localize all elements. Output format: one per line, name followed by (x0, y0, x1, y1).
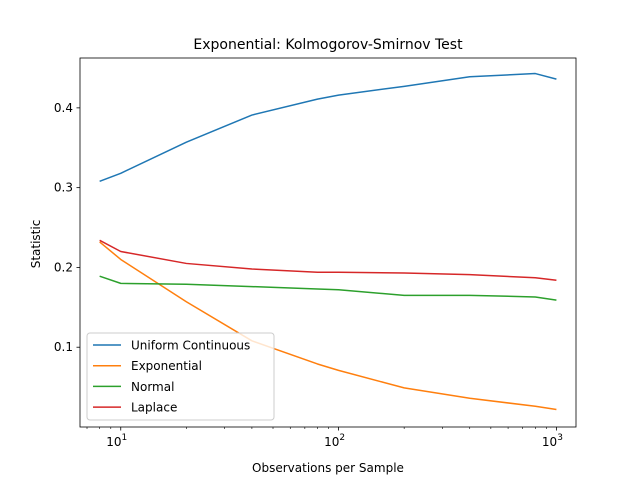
legend-label: Normal (131, 380, 174, 394)
x-tick-label: 101 (106, 433, 127, 449)
x-tick-label: 103 (542, 433, 563, 449)
legend-label: Exponential (131, 359, 202, 373)
y-tick-label: 0.2 (54, 260, 73, 274)
chart-title: Exponential: Kolmogorov-Smirnov Test (193, 37, 463, 53)
y-tick-label: 0.4 (54, 101, 73, 115)
plot-area: 101 102 103 0.1 0.2 0.3 0.4 Uniform Continuous E… (54, 57, 577, 449)
x-axis-label: Observations per Sample (252, 461, 404, 475)
y-tick-label: 0.3 (54, 181, 73, 195)
series-line-3 (99, 239, 557, 281)
axes-frame (79, 57, 577, 428)
x-tick-label: 102 (324, 433, 345, 449)
y-axis-label: Statistic (29, 220, 43, 269)
series-line-2 (99, 275, 557, 301)
legend-box (86, 332, 275, 421)
series-line-1 (99, 241, 557, 411)
legend-label: Laplace (131, 401, 177, 415)
y-tick-label: 0.1 (54, 340, 73, 354)
legend-label: Uniform Continuous (131, 339, 250, 353)
series-line-0 (99, 72, 557, 182)
